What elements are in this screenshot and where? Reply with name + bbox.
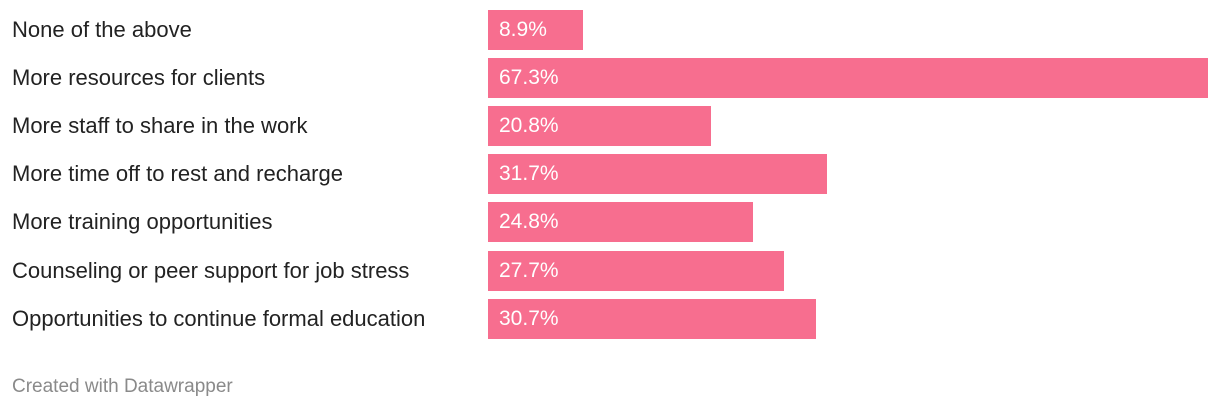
bar-row: More staff to share in the work 20.8% [0, 106, 1220, 147]
bar-row: More time off to rest and recharge 31.7% [0, 154, 1220, 195]
bar-row: Counseling or peer support for job stres… [0, 250, 1220, 291]
bar-row: More resources for clients 67.3% [0, 58, 1220, 99]
bar-value-label: 67.3% [499, 66, 559, 90]
bar-value-label: 20.8% [499, 114, 559, 138]
category-label: More resources for clients [12, 65, 266, 91]
bar-row: More training opportunities 24.8% [0, 202, 1220, 243]
bar [488, 298, 817, 339]
bar [488, 202, 754, 243]
category-label: More time off to rest and recharge [12, 161, 343, 187]
category-label: None of the above [12, 17, 192, 42]
bar-value-label: 27.7% [499, 258, 559, 282]
bar-value-label: 8.9% [499, 18, 547, 41]
category-label: More staff to share in the work [12, 113, 308, 139]
bar-value-label: 24.8% [499, 210, 559, 234]
category-label: Opportunities to continue formal educati… [12, 305, 426, 331]
bar-row: None of the above 8.9% [0, 10, 1220, 50]
bar-row: Opportunities to continue formal educati… [0, 298, 1220, 339]
bar [488, 106, 711, 147]
category-label: More training opportunities [12, 209, 273, 235]
bar [488, 10, 584, 50]
bar [488, 58, 1208, 99]
bar-value-label: 30.7% [499, 306, 559, 330]
category-label: Counseling or peer support for job stres… [12, 257, 410, 283]
bar-value-label: 31.7% [499, 162, 559, 186]
bar [488, 154, 828, 195]
chart-credit: Created with Datawrapper [12, 376, 233, 397]
bar [488, 250, 785, 291]
bar-chart: None of the above 8.9% More resources for … [0, 10, 1220, 339]
